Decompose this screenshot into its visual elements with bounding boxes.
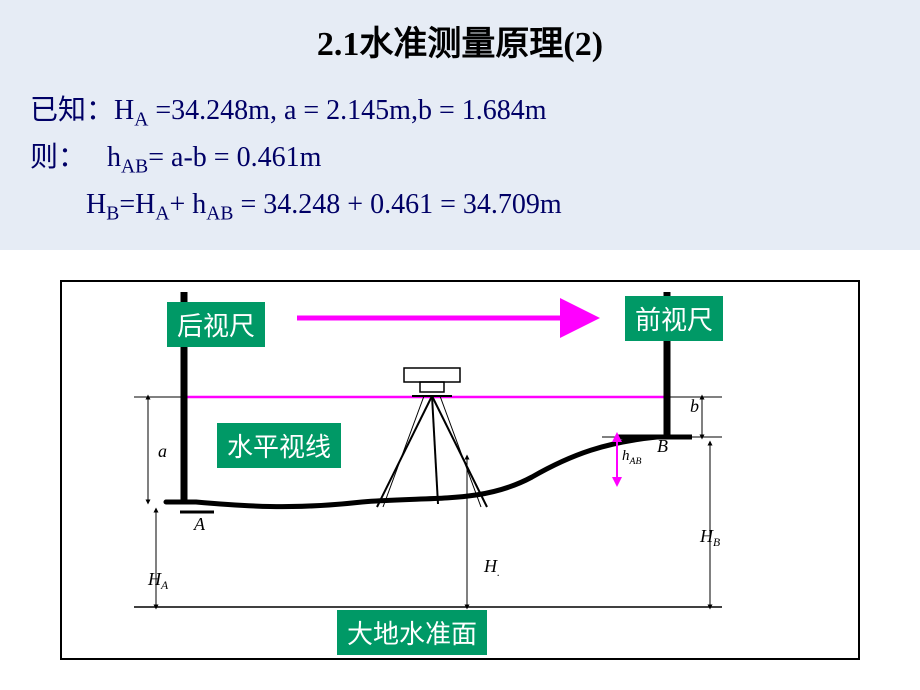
back-staff-label: 后视尺 xyxy=(167,302,265,347)
t: = 34.248 + 0.461 = 34.709m xyxy=(234,189,562,220)
t: A xyxy=(155,204,169,225)
t: =34.248m, a = 2.145m,b = 1.684m xyxy=(148,95,546,126)
svg-text:b: b xyxy=(690,396,699,416)
t: A xyxy=(134,110,148,131)
horizontal-sight-label: 水平视线 xyxy=(217,423,341,468)
t: H xyxy=(30,189,106,220)
t: 已知：H xyxy=(30,95,134,126)
result-line-1: 则： hAB= a-b = 0.461m xyxy=(30,136,890,183)
front-staff-label: 前视尺 xyxy=(625,296,723,341)
leveling-diagram: a b A BhAB HA HB H. 后视尺 前视尺 水平视线 大地水准面 xyxy=(60,280,860,660)
svg-text:hAB: hAB xyxy=(622,448,641,467)
svg-text:A: A xyxy=(193,514,206,534)
svg-text:B: B xyxy=(657,436,668,456)
svg-text:a: a xyxy=(158,441,167,461)
t: = a-b = 0.461m xyxy=(148,142,321,173)
geoid-label: 大地水准面 xyxy=(337,610,487,655)
svg-text:H.: H. xyxy=(483,556,500,579)
t: AB xyxy=(206,204,233,225)
svg-text:HA: HA xyxy=(147,569,169,592)
t: AB xyxy=(121,157,148,178)
t: =H xyxy=(119,189,155,220)
t: B xyxy=(106,204,119,225)
given-line: 已知：HA =34.248m, a = 2.145m,b = 1.684m xyxy=(30,89,890,136)
slide-title: 2.1水准测量原理(2) xyxy=(30,16,890,65)
text-block: 2.1水准测量原理(2) 已知：HA =34.248m, a = 2.145m,… xyxy=(0,0,920,250)
svg-text:HB: HB xyxy=(699,526,720,549)
result-line-2: HB=HA+ hAB = 34.248 + 0.461 = 34.709m xyxy=(30,183,890,230)
t: 则： h xyxy=(30,142,121,173)
t: + h xyxy=(169,189,206,220)
